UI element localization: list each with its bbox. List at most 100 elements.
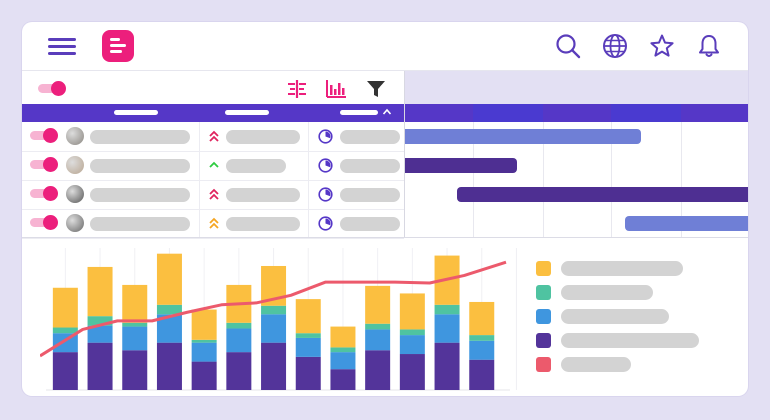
- priority-low-icon: [209, 161, 219, 168]
- bar-segment[interactable]: [469, 335, 495, 341]
- bar-segment[interactable]: [365, 350, 391, 390]
- bar-segment[interactable]: [156, 342, 182, 390]
- avatar: [66, 214, 84, 232]
- row-priority-placeholder: [226, 188, 300, 202]
- bar-segment[interactable]: [399, 293, 425, 330]
- bar-segment[interactable]: [365, 323, 391, 330]
- bar-segment[interactable]: [434, 314, 460, 343]
- search-icon[interactable]: [555, 33, 581, 59]
- row-priority-placeholder: [226, 159, 286, 173]
- bar-segment[interactable]: [52, 327, 78, 334]
- bar-segment[interactable]: [122, 284, 148, 323]
- bar-segment[interactable]: [399, 335, 425, 355]
- bar-segment[interactable]: [122, 350, 148, 390]
- column-header-name[interactable]: [114, 110, 158, 115]
- bar-segment[interactable]: [469, 340, 495, 360]
- bar-segment[interactable]: [226, 328, 252, 353]
- row-progress-placeholder: [340, 130, 400, 144]
- legend-label-placeholder: [561, 261, 683, 276]
- gantt-toolbar-area: [405, 71, 748, 104]
- bar-segment[interactable]: [469, 359, 495, 390]
- bar-segment[interactable]: [156, 304, 182, 315]
- bar-segment[interactable]: [330, 347, 356, 353]
- bar-segment[interactable]: [156, 253, 182, 305]
- table-row[interactable]: [22, 122, 404, 152]
- bar-segment[interactable]: [261, 305, 287, 315]
- legend-label-placeholder: [561, 309, 669, 324]
- bar-segment[interactable]: [52, 287, 78, 328]
- legend-swatch: [536, 309, 551, 324]
- bar-segment[interactable]: [365, 285, 391, 324]
- gantt-task-bar[interactable]: [405, 158, 517, 173]
- bar-segment[interactable]: [191, 342, 217, 362]
- bar-segment[interactable]: [434, 342, 460, 390]
- gantt-task-bar[interactable]: [625, 216, 748, 231]
- priority-medium-icon: [209, 217, 219, 229]
- table-row[interactable]: [22, 151, 404, 181]
- bar-segment[interactable]: [122, 326, 148, 351]
- row-name-placeholder: [90, 188, 190, 202]
- bar-segment[interactable]: [330, 326, 356, 348]
- group-columns-icon[interactable]: [286, 79, 308, 99]
- bar-segment[interactable]: [191, 361, 217, 390]
- bar-segment[interactable]: [261, 342, 287, 390]
- row-toggle[interactable]: [30, 157, 58, 172]
- progress-pie-icon: [318, 187, 333, 202]
- globe-icon[interactable]: [602, 33, 628, 59]
- row-toggle[interactable]: [30, 215, 58, 230]
- bar-segment[interactable]: [87, 325, 113, 343]
- progress-pie-icon: [318, 129, 333, 144]
- bar-segment[interactable]: [87, 342, 113, 390]
- master-toggle[interactable]: [38, 81, 66, 96]
- star-icon[interactable]: [649, 33, 675, 59]
- filter-icon[interactable]: [365, 79, 387, 99]
- row-toggle[interactable]: [30, 186, 58, 201]
- gantt-task-bar[interactable]: [405, 129, 641, 144]
- row-name-placeholder: [90, 130, 190, 144]
- bar-segment[interactable]: [295, 337, 321, 357]
- bar-segment[interactable]: [434, 304, 460, 315]
- bar-segment[interactable]: [295, 333, 321, 338]
- gantt-task-bar[interactable]: [457, 187, 748, 202]
- table-row[interactable]: [22, 209, 404, 239]
- hamburger-menu-icon[interactable]: [48, 36, 76, 56]
- app-logo[interactable]: [102, 30, 134, 62]
- timescale-segment: [405, 104, 473, 122]
- bar-segment[interactable]: [365, 329, 391, 351]
- row-progress-placeholder: [340, 188, 400, 202]
- progress-pie-icon: [318, 158, 333, 173]
- bar-segment[interactable]: [330, 369, 356, 390]
- sort-ascending-icon[interactable]: [382, 107, 392, 117]
- bar-segment[interactable]: [191, 309, 217, 340]
- bar-segment[interactable]: [226, 322, 252, 329]
- column-header-priority[interactable]: [225, 110, 269, 115]
- priority-high-icon: [209, 130, 219, 142]
- trend-line[interactable]: [40, 260, 507, 358]
- bar-segment[interactable]: [469, 301, 495, 336]
- bar-segment[interactable]: [295, 299, 321, 334]
- avatar: [66, 127, 84, 145]
- bar-segment[interactable]: [191, 339, 217, 343]
- row-name-placeholder: [90, 159, 190, 173]
- bar-segment[interactable]: [261, 314, 287, 343]
- gantt-panel: [404, 71, 748, 237]
- column-header-progress[interactable]: [340, 110, 378, 115]
- bar-segment[interactable]: [399, 354, 425, 390]
- bar-segment[interactable]: [122, 322, 148, 327]
- bar-segment[interactable]: [295, 356, 321, 390]
- row-toggle[interactable]: [30, 128, 58, 143]
- legend-label-placeholder: [561, 285, 653, 300]
- bar-segment[interactable]: [52, 352, 78, 390]
- bar-segment[interactable]: [330, 352, 356, 370]
- bar-segment[interactable]: [87, 316, 113, 326]
- stacked-bar-line-chart: [40, 248, 517, 391]
- bar-segment[interactable]: [399, 329, 425, 336]
- bar-segment[interactable]: [226, 352, 252, 390]
- progress-pie-icon: [318, 216, 333, 231]
- histogram-icon[interactable]: [325, 79, 347, 99]
- row-priority-placeholder: [226, 217, 300, 231]
- timescale-segment: [473, 104, 543, 122]
- table-row[interactable]: [22, 180, 404, 210]
- bar-segment[interactable]: [87, 266, 113, 317]
- bell-icon[interactable]: [696, 33, 722, 59]
